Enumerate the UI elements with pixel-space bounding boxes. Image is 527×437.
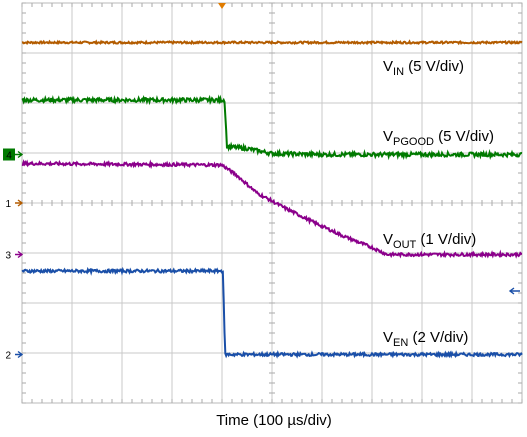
trace-series-3 [21,159,523,259]
traces [21,39,523,359]
trigger-marker [218,3,226,9]
marker-ch3-label: 3 [5,251,11,262]
marker-ch2-label: 2 [5,351,11,362]
marker-ch1-label: 1 [5,199,11,210]
marker-ch1-arrow [15,199,24,207]
marker-ch4-box [3,148,15,161]
series-label-2: VPGOOD (5 V/div) [383,128,494,148]
right-offset-arrow [508,287,520,295]
trace-series-2 [21,94,523,161]
trace-series-4 [21,266,523,359]
trace-series-1 [21,39,523,46]
x-axis-label: Time (100 µs/div) [216,412,332,429]
series-label-1: VIN (5 V/div) [383,58,464,78]
marker-ch4-arrow [15,150,24,159]
channel-markers: 4 3 2 1 [3,148,520,362]
marker-ch4-label: 4 [6,151,12,162]
marker-ch3-arrow [15,250,24,259]
series-label-3: VOUT (1 V/div) [383,231,476,251]
series-label-4: VEN (2 V/div) [383,329,468,349]
series-labels: VIN (5 V/div) VPGOOD (5 V/div) VOUT (1 V/d… [383,58,494,349]
marker-ch2-arrow [15,350,24,359]
